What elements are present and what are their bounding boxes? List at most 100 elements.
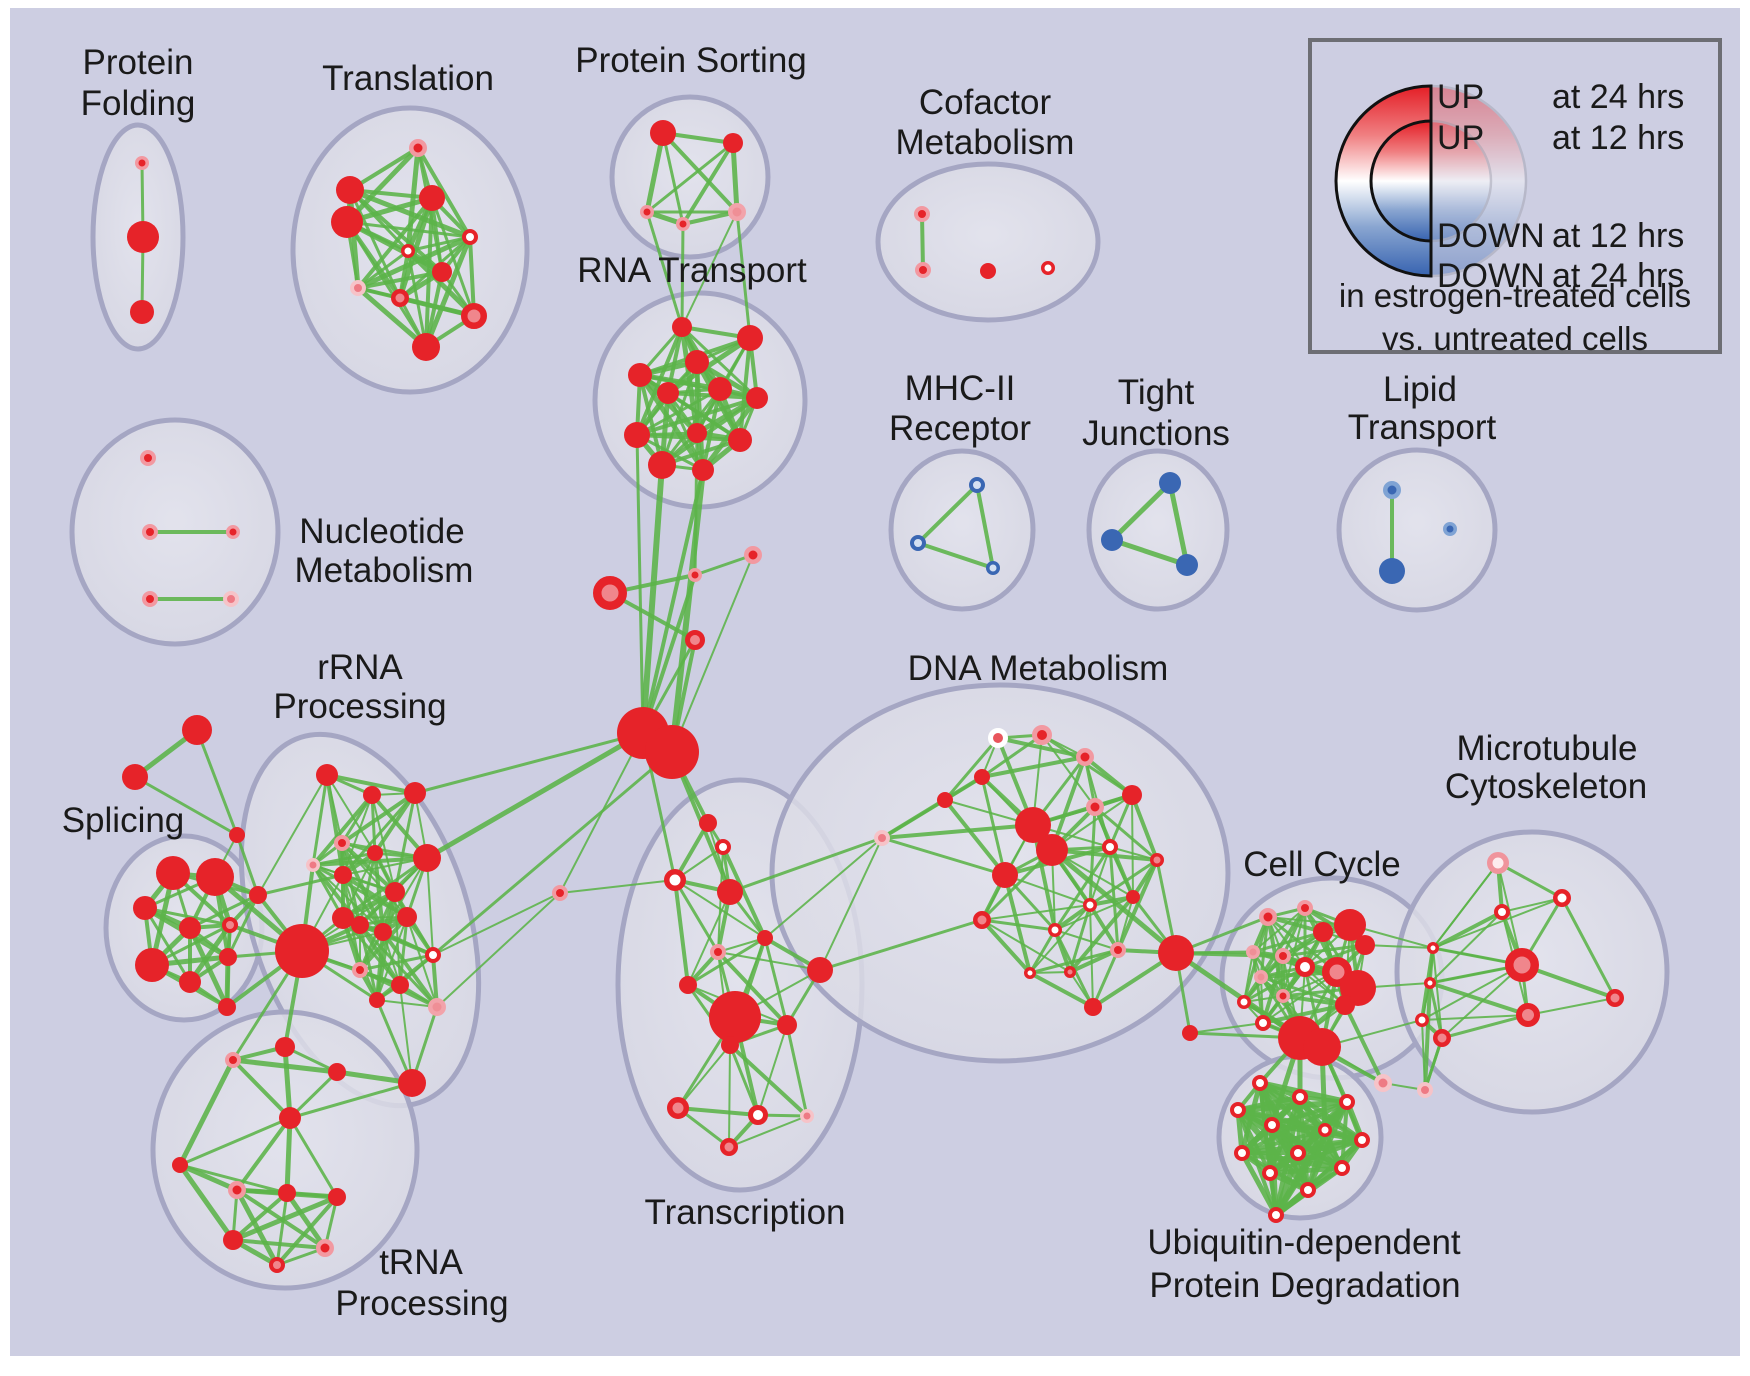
network-node-b-tight-junctions <box>1159 472 1181 494</box>
network-node-r-translation <box>331 206 363 238</box>
network-edge <box>676 1106 760 1117</box>
network-edge <box>325 773 417 795</box>
network-edge <box>1093 805 1159 862</box>
network-edge <box>406 249 428 349</box>
network-node-r-protein-sorting <box>650 120 676 146</box>
network-node-r-connector-nodes <box>229 827 245 843</box>
cluster-label: Tight <box>1118 373 1195 412</box>
network-node-rw-dna-metabolism <box>1048 923 1062 937</box>
network-edge <box>178 1163 289 1195</box>
network-node-r-rna-transport <box>737 325 763 351</box>
network-edge <box>916 483 979 545</box>
network-edge <box>1083 755 1134 797</box>
network-node-rw-ubiquitin-degradation <box>1354 1132 1370 1148</box>
network-edge <box>1242 965 1307 1004</box>
cluster-label: Metabolism <box>896 123 1075 162</box>
network-edge <box>187 922 233 985</box>
network-node-r-transcription <box>777 1015 797 1035</box>
network-node-r-connector-nodes <box>182 715 212 745</box>
network-edge <box>1051 794 1133 851</box>
network-edge <box>1109 480 1173 543</box>
network-edge <box>356 196 434 290</box>
network-edge <box>311 773 329 867</box>
network-node-rw-ubiquitin-degradation <box>1292 1089 1308 1105</box>
network-edge <box>231 1058 292 1120</box>
network-edge <box>1041 734 1096 808</box>
network-node-r-dna-metabolism <box>1122 785 1142 805</box>
network-node-rw-cofactor-metabolism <box>1041 261 1055 275</box>
network-node-rw-microtubule-cytoskeleton <box>1553 889 1571 907</box>
network-edge <box>559 732 644 894</box>
network-node-rp-microtubule-cytoskeleton <box>1505 948 1539 982</box>
legend-inner-circle-solid-half <box>1369 119 1433 243</box>
network-node-r-rrna-processing <box>316 764 338 786</box>
network-edge <box>721 845 767 940</box>
network-node-r-rna-transport <box>672 317 692 337</box>
network-node-rw-translation <box>462 229 478 245</box>
network-node-pr-connector-nodes <box>744 546 762 564</box>
network-node-r-transcription <box>709 991 761 1043</box>
network-node-pp-microtubule-cytoskeleton <box>1417 1082 1433 1098</box>
network-node-pr-dna-metabolism <box>1076 748 1094 766</box>
network-edge <box>975 483 995 570</box>
network-edge <box>1423 1036 1444 1092</box>
network-node-rw-microtubule-cytoskeleton <box>1424 977 1436 989</box>
cluster-label: Receptor <box>889 409 1031 448</box>
network-node-r-splicing <box>179 971 201 993</box>
network-edge <box>1028 948 1120 975</box>
network-edge <box>256 873 345 897</box>
network-node-r-transcription <box>757 930 773 946</box>
network-node-r-protein-folding <box>130 300 154 324</box>
cluster-label: Cofactor <box>919 83 1052 122</box>
network-edge <box>1432 897 1563 949</box>
network-node-pp-nucleotide-metabolism <box>223 591 239 607</box>
network-edge <box>1243 951 1254 1003</box>
network-edge <box>1088 805 1097 907</box>
network-node-r-rrna-processing <box>385 882 405 902</box>
network-node-r-dna-metabolism <box>1015 807 1051 843</box>
network-node-r-cell-cycle <box>1303 1028 1341 1066</box>
legend-time-label: at 12 hrs <box>1552 119 1684 157</box>
network-edge <box>143 906 232 927</box>
network-node-r-cell-cycle <box>1355 935 1375 955</box>
network-edge <box>1088 858 1159 907</box>
network-node-pp-translation <box>350 280 366 296</box>
network-node-r-dna-metabolism <box>1036 834 1068 866</box>
network-edge <box>763 936 789 1027</box>
network-node-r-connector-nodes <box>645 725 699 779</box>
cluster-label: Cell Cycle <box>1243 845 1401 884</box>
network-edge <box>355 285 429 350</box>
network-edge <box>880 798 947 840</box>
network-edge <box>235 1116 292 1192</box>
network-node-pr-connector-nodes <box>688 568 702 582</box>
network-node-rp-dna-metabolism <box>1150 853 1164 867</box>
cluster-label: Lipid <box>1383 370 1457 409</box>
network-edge <box>635 396 759 437</box>
network-node-rw-cell-cycle <box>1237 995 1251 1009</box>
network-edge <box>819 837 883 971</box>
network-edge <box>358 923 439 1009</box>
cluster-label: Protein Sorting <box>575 41 807 80</box>
network-edge <box>635 325 684 437</box>
network-edge <box>376 916 408 1001</box>
network-edge <box>1497 862 1523 966</box>
network-node-rw-transcription <box>664 869 686 891</box>
network-edge <box>282 1044 293 1121</box>
network-node-r-dna-metabolism <box>1126 890 1140 904</box>
network-edge <box>880 823 1035 840</box>
network-node-pr-protein-sorting <box>676 217 690 231</box>
network-edge <box>980 918 1057 932</box>
legend-caption: vs. untreated cells <box>1382 320 1648 357</box>
network-edge <box>693 553 755 577</box>
network-edge <box>728 836 884 894</box>
network-edge <box>341 856 429 920</box>
network-edge <box>980 848 1054 922</box>
network-edge <box>1432 947 1443 1039</box>
network-node-pr-dna-metabolism <box>1110 942 1126 958</box>
network-node-rp-microtubule-cytoskeleton <box>1433 1029 1451 1047</box>
network-node-r-dna-metabolism <box>1084 998 1102 1016</box>
cluster-label: tRNA <box>379 1243 463 1282</box>
network-node-rp-transcription <box>720 1138 738 1156</box>
